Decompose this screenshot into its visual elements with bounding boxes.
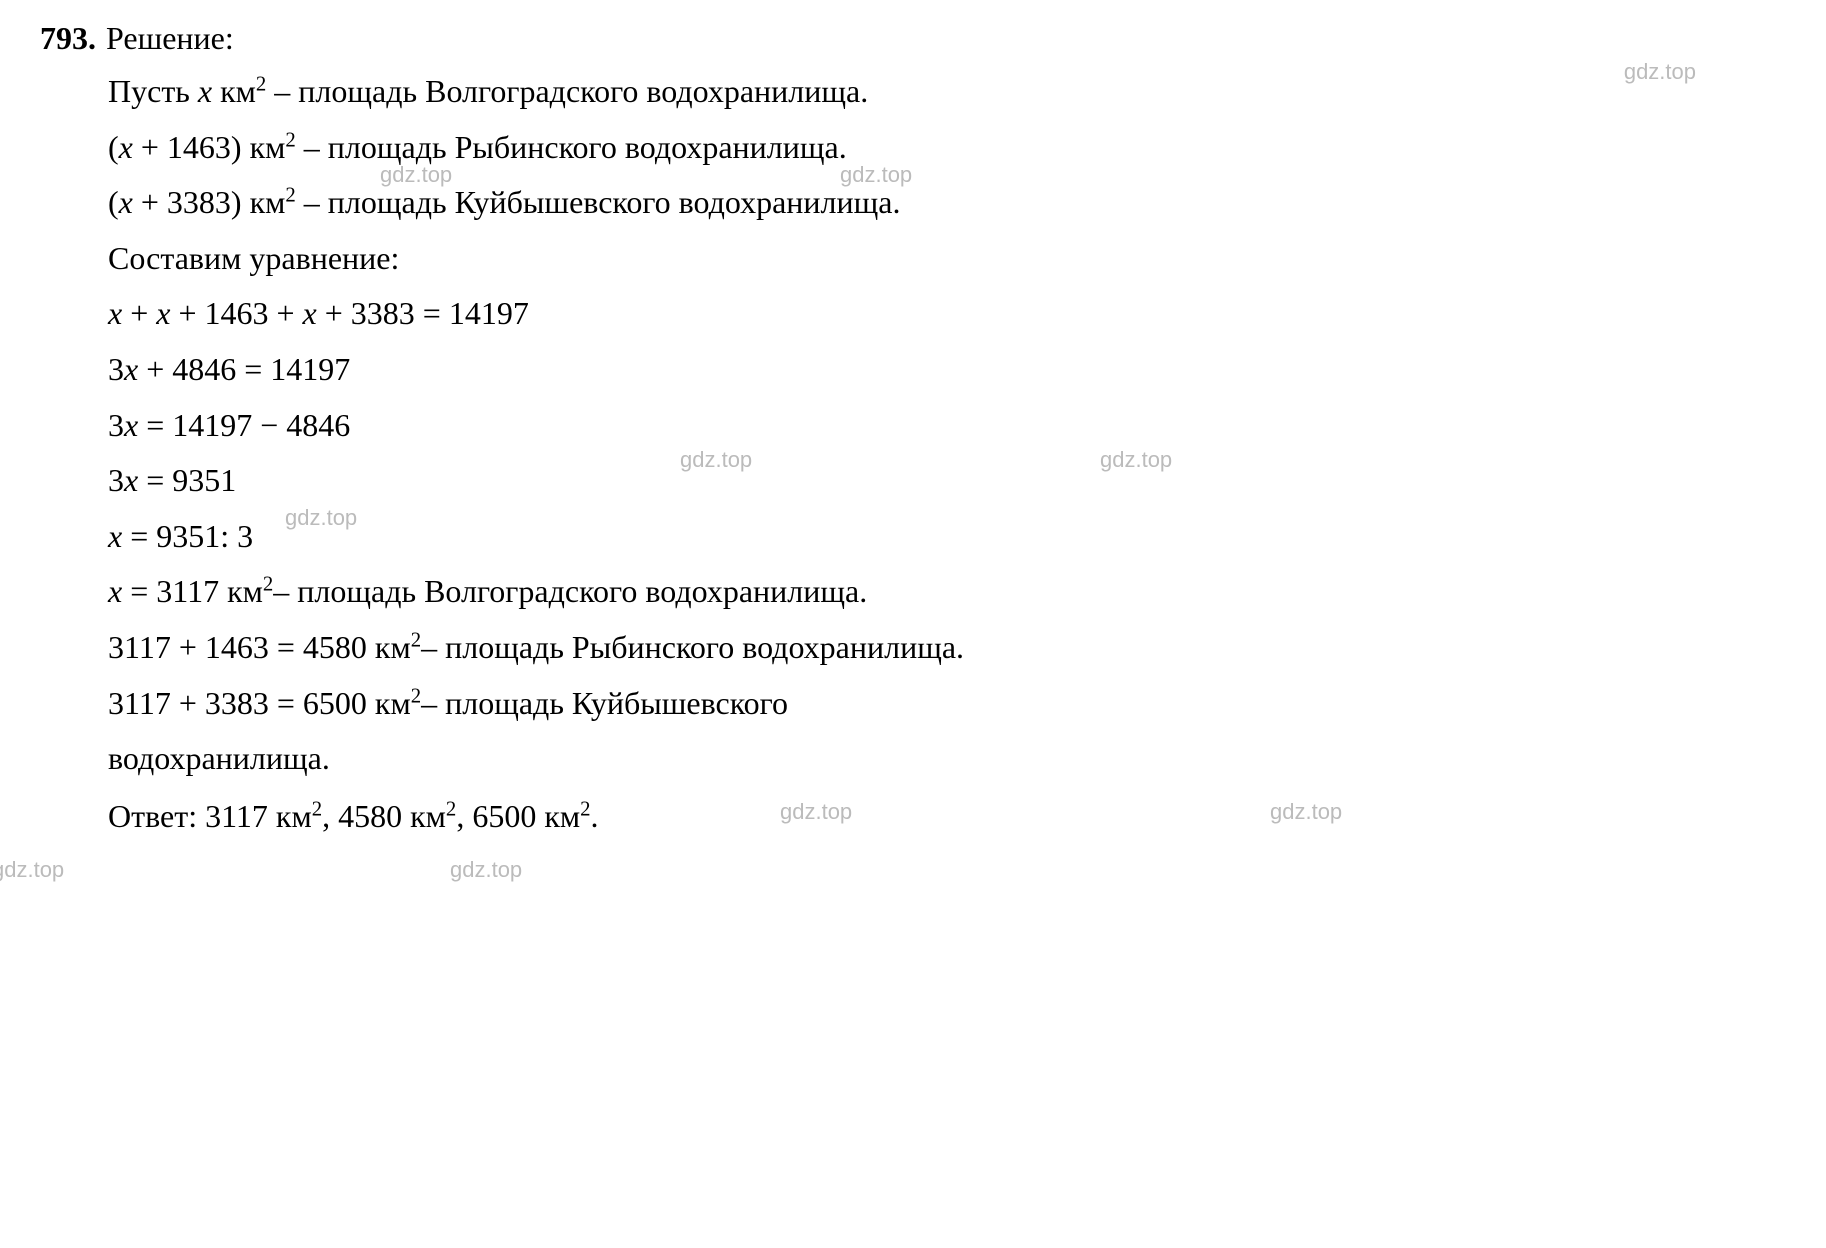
line-5: x + x + 1463 + x + 3383 = 14197: [108, 289, 1786, 339]
text: = 9351: 3: [122, 518, 253, 554]
var-x: x: [198, 73, 212, 109]
superscript: 2: [312, 797, 322, 820]
line-8: 3x = 9351: [108, 456, 1786, 506]
watermark: gdz.top: [0, 857, 64, 883]
text: (: [108, 184, 119, 220]
superscript: 2: [446, 797, 456, 820]
text: , 4580 км: [322, 798, 446, 834]
problem-number: 793.: [40, 20, 96, 56]
superscript: 2: [285, 128, 295, 151]
answer-line: Ответ: 3117 км2, 4580 км2, 6500 км2.: [108, 792, 1786, 842]
superscript: 2: [411, 684, 421, 707]
line-7: 3x = 14197 − 4846: [108, 401, 1786, 451]
line-10: x = 3117 км2– площадь Волгоградского вод…: [108, 567, 1786, 617]
line-12: 3117 + 3383 = 6500 км2– площадь Куйбышев…: [108, 679, 1786, 729]
text: – площадь Волгоградского водохранилища.: [273, 573, 867, 609]
var-x: x: [124, 462, 138, 498]
text: – площадь Рыбинского водохранилища.: [421, 629, 964, 665]
text: + 1463 +: [170, 295, 302, 331]
text: Ответ: 3117 км: [108, 798, 312, 834]
text: + 3383 = 14197: [317, 295, 529, 331]
text: = 3117 км: [122, 573, 263, 609]
var-x: x: [119, 129, 133, 165]
text: 3117 + 3383 = 6500 км: [108, 685, 411, 721]
text: Пусть: [108, 73, 198, 109]
text: – площадь Куйбышевского водохранилища.: [296, 184, 901, 220]
solution-label: Решение:: [106, 20, 234, 56]
line-11: 3117 + 1463 = 4580 км2– площадь Рыбинско…: [108, 623, 1786, 673]
text: – площадь Куйбышевского: [421, 685, 788, 721]
text: = 14197 − 4846: [138, 407, 350, 443]
solution-body: gdz.top gdz.top gdz.top gdz.top gdz.top …: [40, 67, 1786, 841]
line-1: Пусть x км2 – площадь Волгоградского вод…: [108, 67, 1786, 117]
superscript: 2: [580, 797, 590, 820]
line-9: x = 9351: 3: [108, 512, 1786, 562]
var-x: x: [303, 295, 317, 331]
var-x: x: [119, 184, 133, 220]
var-x: x: [156, 295, 170, 331]
text: , 6500 км: [456, 798, 580, 834]
var-x: x: [124, 351, 138, 387]
text: +: [122, 295, 156, 331]
text: водохранилища.: [108, 740, 330, 776]
text: 3: [108, 462, 124, 498]
superscript: 2: [411, 628, 421, 651]
text: км: [212, 73, 256, 109]
text: + 3383) км: [133, 184, 286, 220]
watermark: gdz.top: [450, 857, 522, 883]
superscript: 2: [256, 72, 266, 95]
title-group: 793. Решение:: [40, 20, 234, 57]
line-2: (x + 1463) км2 – площадь Рыбинского водо…: [108, 123, 1786, 173]
text: 3117 + 1463 = 4580 км: [108, 629, 411, 665]
text: + 4846 = 14197: [138, 351, 350, 387]
var-x: x: [108, 518, 122, 554]
text: Составим уравнение:: [108, 240, 399, 276]
text: = 9351: [138, 462, 236, 498]
text: – площадь Рыбинского водохранилища.: [296, 129, 847, 165]
line-13: водохранилища.: [108, 734, 1786, 784]
text: .: [591, 798, 599, 834]
text: 3: [108, 351, 124, 387]
var-x: x: [108, 573, 122, 609]
superscript: 2: [263, 573, 273, 596]
var-x: x: [108, 295, 122, 331]
text: 3: [108, 407, 124, 443]
line-4: Составим уравнение:: [108, 234, 1786, 284]
text: + 1463) км: [133, 129, 286, 165]
line-3: (x + 3383) км2 – площадь Куйбышевского в…: [108, 178, 1786, 228]
header: 793. Решение:: [40, 20, 1786, 57]
superscript: 2: [285, 184, 295, 207]
text: – площадь Волгоградского водохранилища.: [266, 73, 868, 109]
text: (: [108, 129, 119, 165]
line-6: 3x + 4846 = 14197: [108, 345, 1786, 395]
var-x: x: [124, 407, 138, 443]
